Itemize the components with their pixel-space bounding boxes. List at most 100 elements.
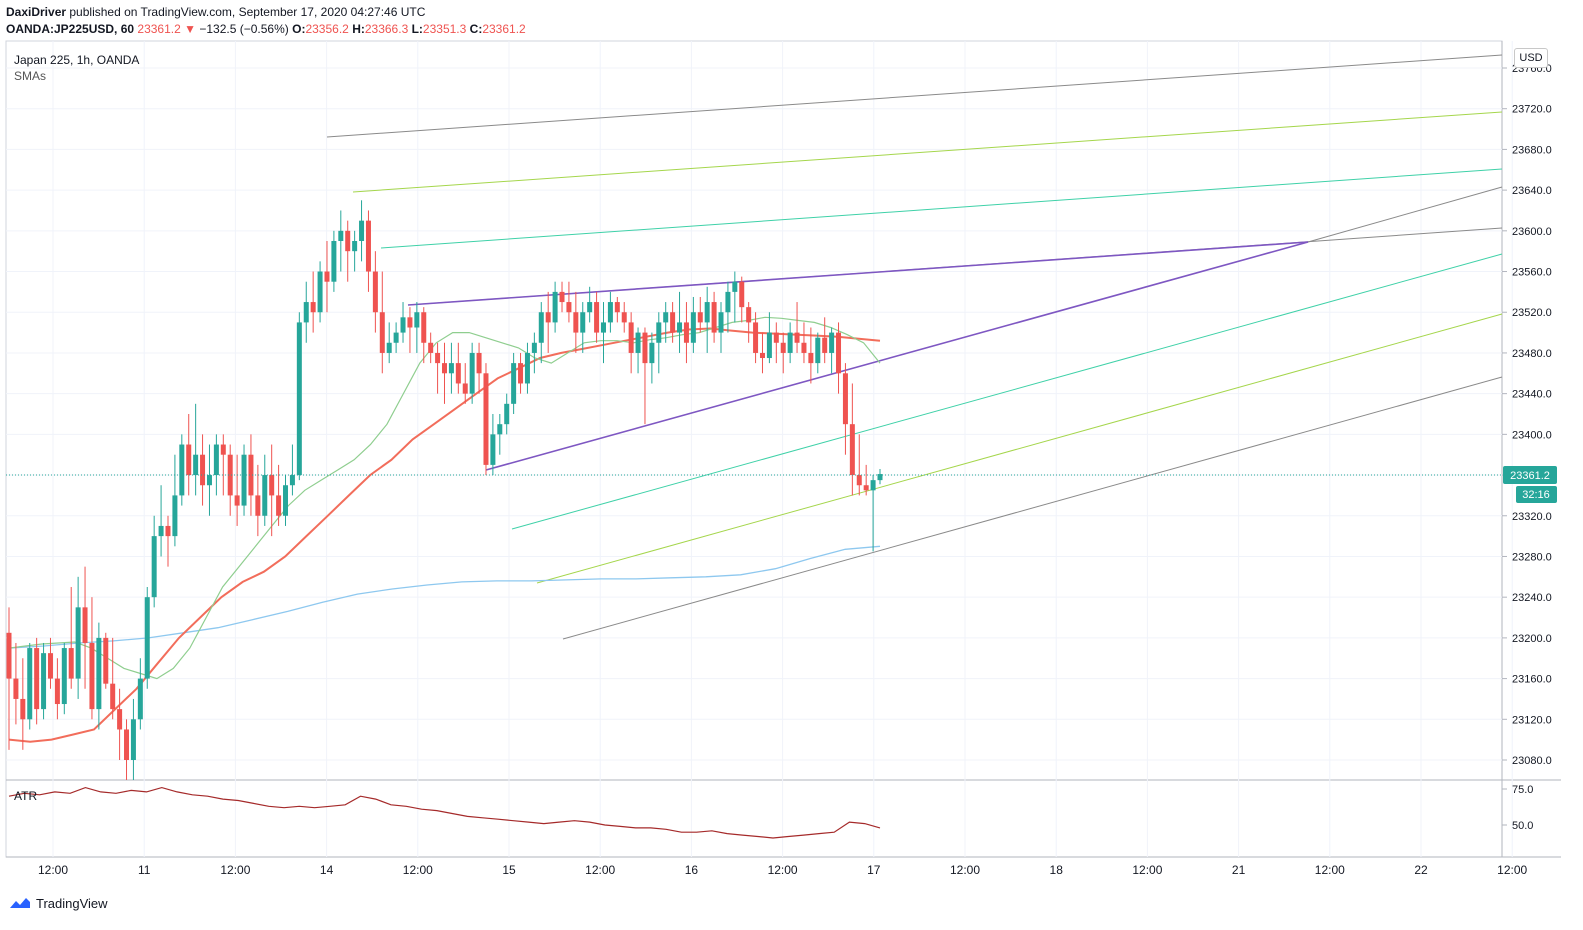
y-tick-label: 23240.0 <box>1512 592 1552 604</box>
candle <box>766 312 772 364</box>
atr-tick-label: 50.0 <box>1512 820 1533 832</box>
candle-body <box>193 454 199 476</box>
publish-info: DaxiDriver published on TradingView.com,… <box>6 4 425 20</box>
candle <box>580 302 586 353</box>
candle-body <box>310 302 316 313</box>
y-tick-label: 23080.0 <box>1512 755 1552 767</box>
candle-body <box>289 475 295 486</box>
candle-body <box>34 648 40 710</box>
x-tick-label: 21 <box>1232 863 1246 877</box>
last-price: 23361.2 <box>137 22 181 36</box>
price-badge-bg <box>1503 466 1557 484</box>
candle <box>296 312 302 481</box>
candle-body <box>462 383 468 394</box>
candle-body <box>594 302 600 333</box>
y-tick-label: 23160.0 <box>1512 674 1552 686</box>
candle-body <box>96 637 102 710</box>
candle-body <box>621 312 627 323</box>
y-tick-label: 23480.0 <box>1512 348 1552 360</box>
candle <box>365 210 371 292</box>
atr-label[interactable]: ATR <box>14 789 38 803</box>
candle-body <box>600 322 606 333</box>
currency-button[interactable]: USD <box>1514 48 1548 68</box>
brand-label: TradingView <box>36 895 108 911</box>
close-label: C: <box>469 22 483 36</box>
candle <box>110 637 116 720</box>
y-tick-label: 23600.0 <box>1512 226 1552 238</box>
atr-line <box>8 786 881 839</box>
candle <box>511 352 517 414</box>
legend-title[interactable]: Japan 225, 1h, OANDA <box>14 53 140 67</box>
candle-body <box>276 495 282 516</box>
candle <box>635 327 641 374</box>
candle <box>545 291 551 353</box>
candle <box>656 312 662 374</box>
grey-extension-line <box>1307 186 1503 243</box>
candle <box>310 271 316 333</box>
candle-body <box>849 424 855 476</box>
candle-body <box>732 281 738 292</box>
price-axis[interactable]: 23080.0 23120.0 23160.0 23200.0 23240.0 23280… <box>1502 63 1552 767</box>
candle-body <box>607 302 613 323</box>
candle-body <box>151 536 157 598</box>
candle-body <box>110 683 116 710</box>
y-tick-label: 23280.0 <box>1512 551 1552 563</box>
candle-body <box>359 220 365 241</box>
x-tick-label: 12:00 <box>768 863 798 877</box>
candle-body <box>759 352 765 359</box>
x-tick-label: 12:00 <box>220 863 250 877</box>
candle <box>372 251 378 333</box>
candle <box>206 444 212 516</box>
candle-body <box>130 719 136 760</box>
candle <box>462 363 468 404</box>
y-tick-label: 23640.0 <box>1512 185 1552 197</box>
candle <box>856 434 862 496</box>
candle-body <box>283 485 289 516</box>
gridlines <box>6 41 1513 857</box>
low-label: L: <box>411 22 423 36</box>
candle-body <box>766 332 772 359</box>
candle-body <box>545 312 551 323</box>
symbol-name[interactable]: OANDA:JP225USD, 60 <box>6 22 135 36</box>
x-tick-label: 12:00 <box>1315 863 1345 877</box>
candle <box>47 637 53 689</box>
candle-body <box>794 332 800 343</box>
drawings <box>326 54 1503 640</box>
candle-body <box>269 475 275 496</box>
candle-body <box>538 312 544 343</box>
candle <box>61 642 67 715</box>
candle-body <box>20 698 26 720</box>
candle-body <box>614 302 620 313</box>
lime-upper-line <box>352 111 1503 193</box>
candle <box>518 352 524 394</box>
candle-body <box>124 729 130 760</box>
candle-body <box>801 342 807 353</box>
candle <box>82 566 88 689</box>
candle <box>497 414 503 455</box>
legend-indicator[interactable]: SMAs <box>14 69 47 83</box>
candle <box>504 393 510 435</box>
time-axis[interactable]: 12:00 11 12:00 14 12:00 15 12:00 16 12:00 17 12:00… <box>38 863 1528 877</box>
candle <box>842 363 848 455</box>
candle-body <box>677 322 683 333</box>
candle-body <box>324 271 330 282</box>
high-label: H: <box>352 22 365 36</box>
tradingview-brand[interactable]: TradingView <box>8 893 108 913</box>
candle-body <box>504 403 510 425</box>
candle-body <box>352 241 358 252</box>
candle <box>96 622 102 730</box>
candle-body <box>386 342 392 353</box>
author-name[interactable]: DaxiDriver <box>6 5 67 19</box>
candle <box>6 607 12 750</box>
candle <box>407 307 413 353</box>
y-tick-label: 23440.0 <box>1512 389 1552 401</box>
candle <box>428 332 434 364</box>
candle-body <box>448 363 454 374</box>
candle-body <box>137 678 143 720</box>
x-tick-label: 14 <box>320 863 334 877</box>
candle <box>780 332 786 374</box>
candle-body <box>773 332 779 343</box>
candle <box>552 281 558 333</box>
purple-upper-wedge-line <box>407 241 1309 306</box>
